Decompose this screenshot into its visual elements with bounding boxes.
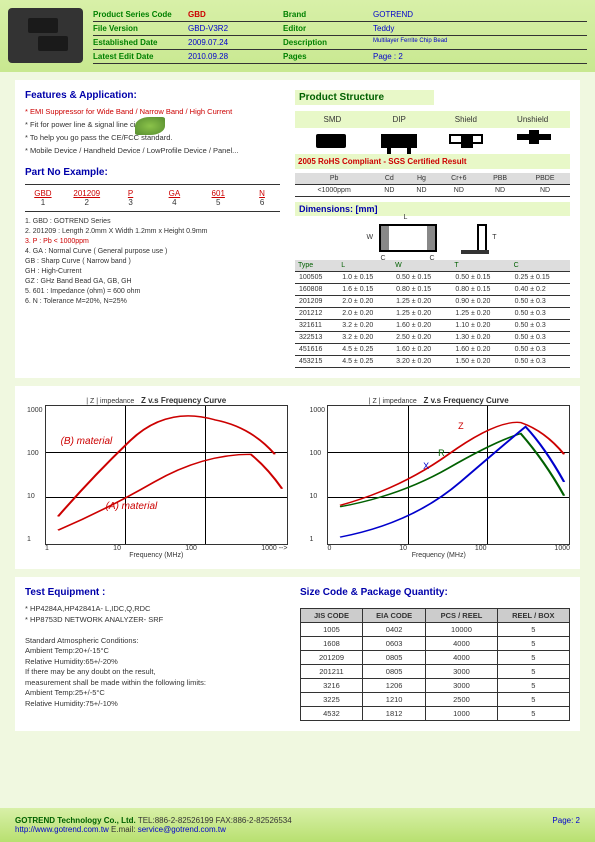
rohs-table: PbCdHgCr+6PBBPBDE<1000ppmNDNDNDNDND (295, 173, 570, 197)
footer: Page: 2 GOTREND Technology Co., Ltd. TEL… (0, 808, 595, 842)
structure-types: SMDDIPShieldUnshield (295, 111, 570, 128)
header-bar: Product Series CodeGBDBrandGOTRENDFile V… (0, 0, 595, 72)
shield-icon (449, 134, 483, 144)
partno-example: GBD201209PGA601N 123456 (25, 184, 280, 212)
sizecode-table: JIS CODEEIA CODEPCS / REELREEL / BOX1005… (300, 608, 570, 721)
product-photo (8, 8, 83, 63)
testeq-lines: * HP4284A,HP42841A- L,IDC,Q,RDC* HP8753D… (25, 604, 280, 709)
partno-notes: 1. GBD : GOTREND Series2. 201209 : Lengt… (25, 218, 280, 305)
dimensions-table: TypeLWTC1005051.0 ± 0.150.50 ± 0.150.50 … (295, 260, 570, 368)
sizecode-title: Size Code & Package Quantity: (300, 587, 570, 598)
chart-1: | Z | impedance Z v.s Frequency Curve 10… (25, 396, 288, 559)
dimensions-diagram: L W C C T (295, 224, 570, 252)
partno-title: Part No Example: (25, 167, 280, 178)
features-list: * EMI Suppressor for Wide Band / Narrow … (25, 107, 280, 155)
dimensions-title: Dimensions: [mm] (295, 202, 570, 216)
chart-2: | Z | impedance Z v.s Frequency Curve 10… (308, 396, 571, 559)
features-title: Features & Application: (25, 90, 280, 101)
header-table: Product Series CodeGBDBrandGOTRENDFile V… (93, 8, 587, 64)
structure-icons (295, 132, 570, 150)
testeq-title: Test Equipment : (25, 587, 280, 598)
rohs-banner: 2005 RoHS Compliant - SGS Certified Resu… (295, 154, 570, 169)
structure-title: Product Structure (295, 90, 434, 105)
smd-icon (316, 134, 346, 148)
unshield-icon (517, 134, 551, 140)
dip-icon (381, 134, 417, 148)
